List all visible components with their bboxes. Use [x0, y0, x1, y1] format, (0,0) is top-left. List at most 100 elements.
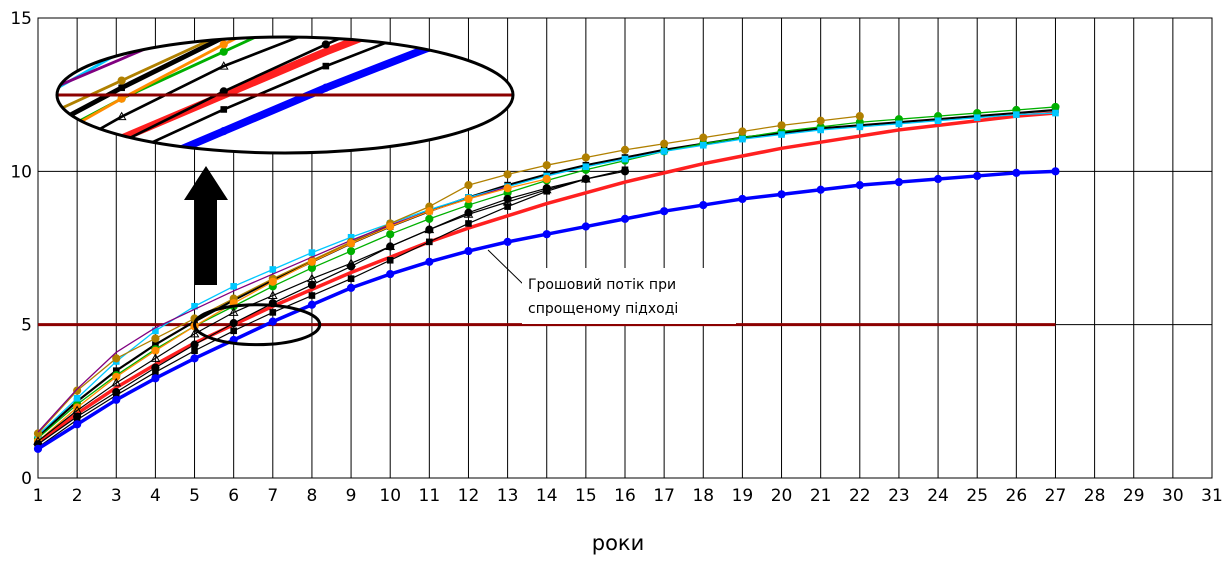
data-point	[152, 341, 159, 348]
data-point	[307, 300, 317, 309]
data-point	[738, 194, 747, 204]
data-point	[424, 0, 431, 5]
x-tick-label: 27	[1045, 486, 1067, 506]
x-tick-label: 20	[771, 486, 793, 506]
data-point	[219, 37, 228, 38]
data-point	[526, 5, 533, 12]
data-point	[581, 153, 590, 162]
data-point	[777, 190, 786, 199]
data-point	[220, 1, 227, 8]
x-tick-label: 8	[307, 486, 318, 506]
data-point	[322, 22, 330, 29]
x-tick-label: 10	[379, 486, 401, 506]
y-tick-label: 15	[10, 9, 32, 29]
x-tick-label: 21	[810, 486, 832, 506]
data-point	[230, 283, 237, 290]
data-point	[308, 249, 316, 256]
data-point	[152, 368, 159, 376]
x-tick-label: 13	[497, 486, 519, 506]
data-point	[425, 23, 432, 30]
data-point	[151, 346, 160, 355]
data-point	[386, 256, 394, 264]
data-point	[321, 40, 330, 49]
annotation-line: спрощеному підході	[528, 301, 678, 317]
data-point	[112, 367, 120, 374]
data-point	[855, 112, 864, 121]
data-point	[117, 76, 126, 85]
data-point	[219, 127, 228, 136]
zoom-arrow	[184, 166, 228, 285]
data-point	[16, 153, 23, 160]
data-point	[465, 220, 472, 227]
data-point	[386, 222, 395, 231]
data-point	[425, 214, 434, 223]
data-point	[699, 200, 708, 210]
data-point	[933, 174, 943, 184]
data-point	[111, 377, 122, 387]
series-line	[57, 37, 513, 153]
tick-labels: 1 2 3 4 5 6 7 8 9 10 11 12 13 14 15 16 17 18 19 20 21 22 23 24 2…	[10, 9, 1222, 506]
series-inset-6	[16, 37, 513, 160]
zoom-inset	[16, 0, 533, 347]
data-point	[542, 230, 551, 239]
data-point	[620, 214, 630, 223]
data-point	[621, 155, 629, 163]
data-point	[1012, 168, 1021, 177]
x-tick-label: 2	[72, 486, 83, 506]
data-point	[16, 193, 23, 200]
data-point	[855, 181, 864, 190]
data-point	[267, 290, 278, 300]
x-tick-label: 16	[614, 486, 636, 506]
data-point	[16, 124, 23, 131]
data-point	[112, 354, 121, 363]
y-tick-label: 0	[21, 469, 32, 489]
x-tick-label: 5	[189, 486, 200, 506]
data-point	[1051, 167, 1060, 176]
data-point	[16, 106, 23, 113]
data-point	[894, 177, 904, 187]
series-4	[33, 112, 864, 438]
data-point	[581, 222, 590, 231]
data-point	[118, 153, 125, 160]
data-point	[778, 131, 785, 138]
data-point	[739, 135, 746, 143]
data-point	[973, 171, 982, 181]
data-point	[118, 171, 125, 178]
data-point	[504, 203, 511, 210]
data-point	[191, 347, 198, 355]
data-point	[386, 230, 395, 239]
series-inset-9	[57, 23, 513, 160]
data-point	[777, 121, 786, 130]
x-tick-label: 1	[33, 486, 44, 506]
data-point	[118, 84, 125, 92]
data-point	[542, 174, 551, 184]
data-point	[660, 148, 668, 155]
x-tick-label: 26	[1006, 486, 1028, 506]
data-point	[322, 62, 330, 70]
x-tick-label: 7	[267, 486, 278, 506]
annotation-line: Грошовий потік при	[528, 277, 676, 293]
x-tick-label: 19	[732, 486, 754, 506]
data-point	[151, 334, 160, 343]
data-point	[73, 386, 82, 395]
x-tick-label: 30	[1162, 486, 1184, 506]
series-line	[37, 169, 626, 448]
data-point	[268, 277, 277, 286]
data-point	[660, 139, 669, 148]
data-point	[228, 307, 239, 316]
data-point	[268, 317, 277, 326]
data-point	[190, 340, 199, 349]
x-tick-label: 14	[536, 486, 558, 506]
y-tick-label: 5	[21, 316, 32, 336]
series-inset-4	[16, 37, 513, 153]
data-point	[464, 208, 473, 217]
data-point	[621, 166, 629, 174]
zoom-source-ellipse	[193, 303, 322, 347]
data-point	[660, 207, 669, 216]
data-point	[464, 194, 473, 204]
series-line	[57, 37, 513, 153]
data-point	[112, 395, 121, 404]
x-tick-label: 31	[1201, 486, 1223, 506]
data-point	[322, 1, 329, 8]
